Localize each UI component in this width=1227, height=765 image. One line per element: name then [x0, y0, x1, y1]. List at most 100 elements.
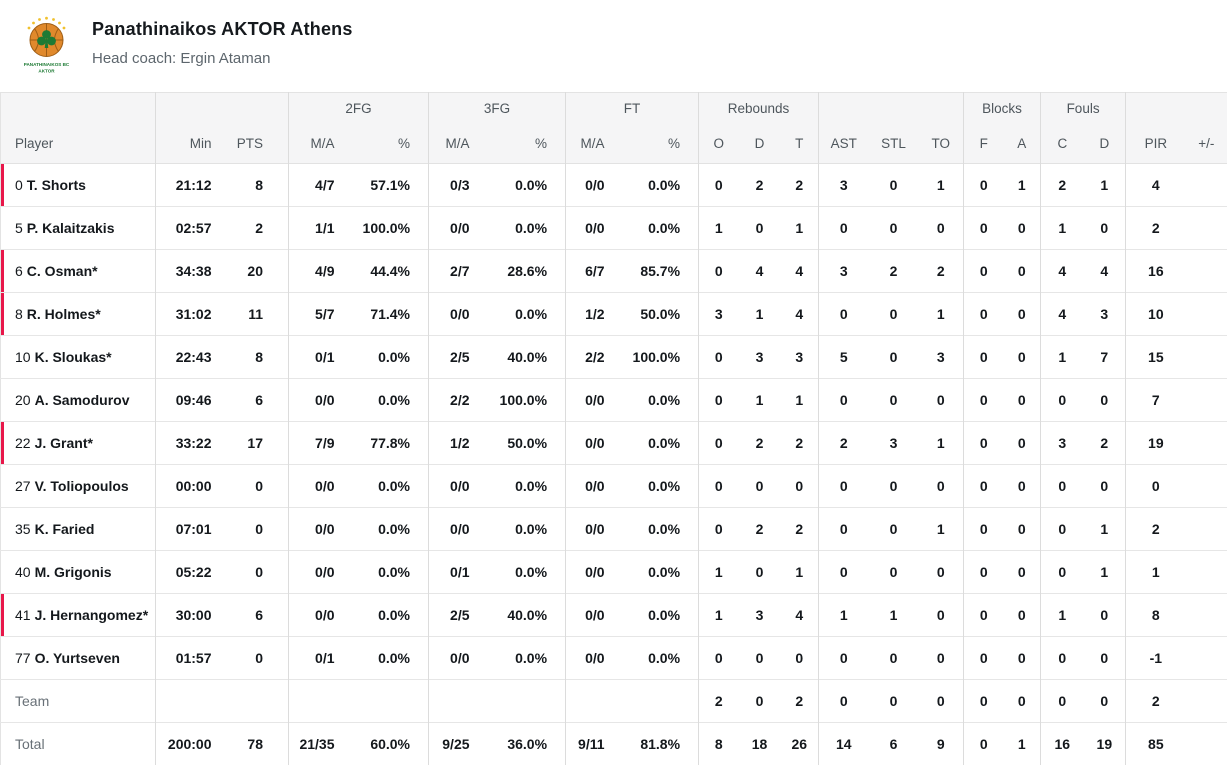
- cell-fg2_ma: 1/1: [289, 207, 361, 250]
- cell-pir: 0: [1126, 465, 1186, 508]
- cell-pm: [1186, 637, 1227, 680]
- cell-fg3_ma: 0/0: [429, 508, 496, 551]
- cell-fg2_ma: 0/0: [289, 508, 361, 551]
- cell-blk_f: 0: [964, 508, 1004, 551]
- column-header-pts: PTS: [234, 124, 289, 164]
- cell-stl: 0: [869, 637, 919, 680]
- column-group-2fg: 2FG: [289, 93, 429, 125]
- cell-ft_pct: 0.0%: [631, 207, 699, 250]
- player-number: 10: [15, 349, 31, 365]
- cell-blk_a: 0: [1004, 551, 1041, 594]
- player-name: K. Faried: [35, 521, 95, 537]
- cell-blk_a: 0: [1004, 336, 1041, 379]
- cell-reb_d: 0: [739, 551, 781, 594]
- cell-pm: [1186, 680, 1227, 723]
- cell-pir: 19: [1126, 422, 1186, 465]
- cell-ast: 2: [819, 422, 869, 465]
- cell-ast: 5: [819, 336, 869, 379]
- cell-fg2_pct: 0.0%: [361, 637, 429, 680]
- cell-fg2_ma: 0/0: [289, 551, 361, 594]
- cell-fg2_pct: 0.0%: [361, 336, 429, 379]
- cell-blk_f: 0: [964, 164, 1004, 207]
- cell-reb_t: 4: [781, 594, 819, 637]
- player-name: V. Toliopoulos: [35, 478, 129, 494]
- cell-fg3_pct: 50.0%: [496, 422, 566, 465]
- cell-reb_o: 0: [699, 637, 739, 680]
- cell-fg2_ma: 0/0: [289, 379, 361, 422]
- cell-pm: [1186, 723, 1227, 765]
- cell-reb_o: 0: [699, 164, 739, 207]
- logo-text-line1: PANATHINAIKOS BC: [24, 62, 70, 67]
- cell-reb_t: 2: [781, 680, 819, 723]
- cell-pm: [1186, 465, 1227, 508]
- cell-pm: [1186, 336, 1227, 379]
- cell-ft_ma: 0/0: [566, 551, 631, 594]
- column-header-foul_d: D: [1084, 124, 1126, 164]
- cell-pir: -1: [1126, 637, 1186, 680]
- cell-to: 1: [919, 164, 964, 207]
- cell-reb_o: 1: [699, 594, 739, 637]
- cell-pts: 0: [234, 551, 289, 594]
- cell-fg2_ma: [289, 680, 361, 723]
- cell-reb_o: 1: [699, 207, 739, 250]
- cell-ast: 0: [819, 465, 869, 508]
- cell-ft_ma: 0/0: [566, 164, 631, 207]
- column-header-pm: +/-: [1186, 124, 1227, 164]
- cell-stl: 0: [869, 551, 919, 594]
- cell-foul_d: 4: [1084, 250, 1126, 293]
- cell-reb_d: 18: [739, 723, 781, 765]
- cell-ast: 0: [819, 207, 869, 250]
- cell-ast: 14: [819, 723, 869, 765]
- column-header-ast: AST: [819, 124, 869, 164]
- cell-pm: [1186, 422, 1227, 465]
- cell-pir: 10: [1126, 293, 1186, 336]
- cell-pts: 0: [234, 508, 289, 551]
- cell-fg2_ma: 0/0: [289, 465, 361, 508]
- cell-min: 01:57: [156, 637, 234, 680]
- cell-ft_ma: 0/0: [566, 465, 631, 508]
- cell-stl: 0: [869, 293, 919, 336]
- player-number: 5: [15, 220, 23, 236]
- cell-to: 0: [919, 594, 964, 637]
- player-number: 22: [15, 435, 31, 451]
- cell-blk_f: 0: [964, 250, 1004, 293]
- player-number: 40: [15, 564, 31, 580]
- cell-reb_t: 4: [781, 250, 819, 293]
- cell-fg3_ma: 0/0: [429, 637, 496, 680]
- cell-ft_ma: 1/2: [566, 293, 631, 336]
- cell-fg3_ma: 1/2: [429, 422, 496, 465]
- cell-blk_a: 0: [1004, 250, 1041, 293]
- cell-foul_d: 0: [1084, 637, 1126, 680]
- cell-ast: 0: [819, 293, 869, 336]
- cell-fg3_pct: 36.0%: [496, 723, 566, 765]
- cell-stl: 0: [869, 508, 919, 551]
- cell-fg3_ma: 2/7: [429, 250, 496, 293]
- cell-foul_d: 0: [1084, 680, 1126, 723]
- cell-pm: [1186, 250, 1227, 293]
- cell-fg2_ma: 4/7: [289, 164, 361, 207]
- cell-fg2_ma: 0/1: [289, 637, 361, 680]
- cell-min: 34:38: [156, 250, 234, 293]
- cell-pm: [1186, 551, 1227, 594]
- cell-pm: [1186, 164, 1227, 207]
